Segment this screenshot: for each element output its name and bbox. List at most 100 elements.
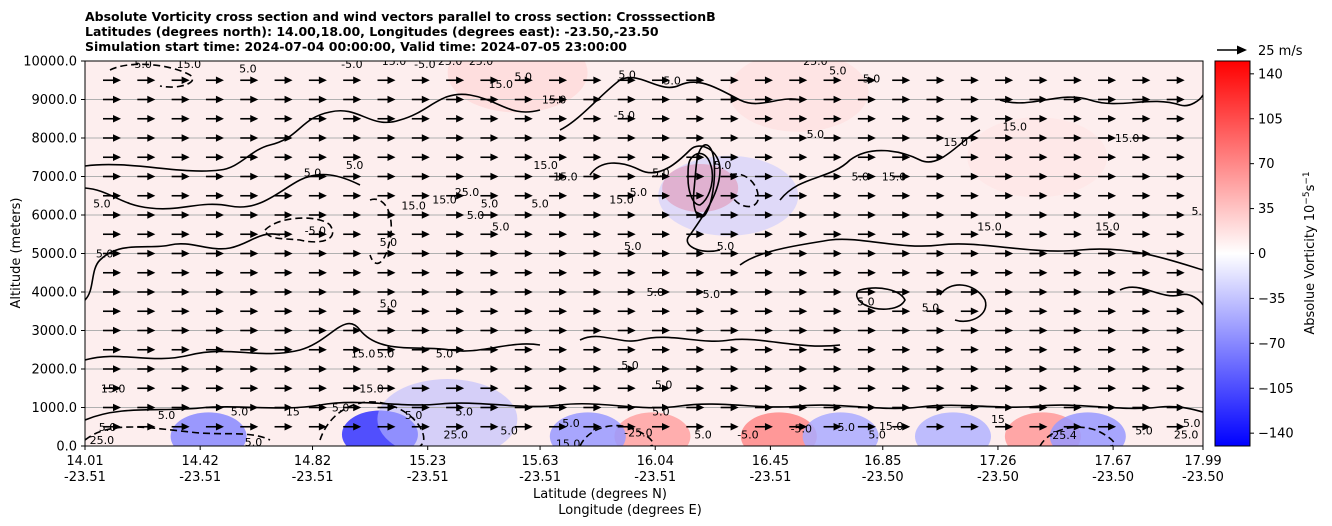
wind-arrowhead: [1073, 76, 1082, 85]
vorticity-patch: [915, 412, 991, 446]
wind-arrowhead: [524, 268, 533, 277]
wind-arrowhead: [215, 422, 224, 431]
wind-arrowhead: [215, 191, 224, 200]
wind-arrowhead: [627, 153, 636, 162]
colorbar-tick-label: 70: [1258, 157, 1275, 172]
wind-arrowhead: [318, 134, 327, 142]
wind-arrowhead: [1005, 191, 1014, 200]
contour-line-negative: [579, 424, 654, 446]
vorticity-patch: [728, 61, 869, 132]
wind-arrowhead: [250, 249, 259, 258]
wind-arrowhead: [1039, 268, 1048, 277]
x-tick-label-lat: 17.67: [1095, 454, 1132, 469]
x-tick-label-lat: 14.42: [182, 454, 219, 469]
wind-arrowhead: [250, 268, 259, 277]
wind-arrowhead: [284, 307, 293, 316]
wind-arrowhead: [1039, 134, 1048, 142]
wind-arrowhead: [902, 307, 911, 316]
wind-arrowhead: [867, 134, 876, 142]
wind-arrowhead: [1142, 422, 1151, 431]
contour-label: 15.0: [1115, 132, 1140, 145]
wind-arrowhead: [1073, 249, 1082, 258]
wind-arrowhead: [1039, 365, 1048, 373]
wind-arrowhead: [250, 403, 259, 412]
wind-arrowhead: [353, 307, 362, 316]
contour-label: 5.0: [245, 436, 263, 449]
wind-arrowhead: [662, 114, 670, 123]
wind-arrowhead: [1005, 307, 1014, 316]
wind-arrowhead: [456, 114, 465, 123]
wind-arrowhead: [559, 422, 568, 431]
wind-arrowhead: [113, 230, 121, 239]
wind-arrowhead: [627, 211, 636, 219]
contour-label: 15.0: [879, 420, 904, 433]
wind-arrowhead: [627, 76, 636, 85]
contour-line-negative: [729, 173, 759, 208]
wind-arrowhead: [353, 365, 362, 373]
wind-arrowhead: [353, 326, 362, 335]
wind-arrowhead: [730, 268, 739, 277]
wind-arrowhead: [1108, 268, 1117, 277]
contour-line: [692, 144, 716, 218]
wind-arrowhead: [387, 345, 396, 354]
wind-arrowhead: [627, 422, 636, 431]
wind-arrowhead: [524, 403, 533, 412]
y-tick-label: 10000.0: [23, 55, 77, 70]
wind-arrowhead: [764, 422, 773, 431]
wind-arrowhead: [318, 422, 327, 431]
wind-arrowhead: [799, 172, 808, 181]
wind-arrowhead: [1039, 249, 1048, 258]
contour-label: 5.0: [380, 236, 398, 249]
wind-arrowhead: [559, 288, 568, 296]
contour-label: 5.0: [514, 70, 532, 83]
wind-arrowhead: [902, 365, 911, 373]
wind-arrowhead: [113, 365, 121, 373]
wind-arrowhead: [1073, 268, 1082, 277]
wind-arrowhead: [284, 172, 293, 181]
wind-arrowhead: [833, 172, 842, 181]
wind-arrowhead: [113, 326, 121, 335]
wind-arrowhead: [833, 326, 842, 335]
contour-line: [85, 233, 281, 301]
wind-arrowhead: [147, 172, 156, 181]
quiver-key-arrowhead: [1237, 45, 1247, 55]
wind-arrowhead: [593, 191, 602, 200]
wind-arrowhead: [353, 76, 362, 85]
wind-arrowhead: [1073, 191, 1082, 200]
wind-arrowhead: [559, 403, 568, 412]
wind-arrowhead: [833, 268, 842, 277]
contour-label: 15.0: [944, 136, 969, 149]
wind-vectors: [103, 76, 1185, 431]
wind-arrowhead: [1108, 211, 1117, 219]
wind-arrowhead: [867, 403, 876, 412]
wind-arrowhead: [1176, 288, 1185, 296]
x-tick-label-lat: 16.85: [864, 454, 901, 469]
wind-arrowhead: [593, 268, 602, 277]
contour-label: 5.0: [158, 409, 176, 422]
wind-arrowhead: [387, 249, 396, 258]
wind-arrowhead: [1005, 249, 1014, 258]
wind-arrowhead: [147, 307, 156, 316]
wind-arrowhead: [970, 403, 979, 412]
wind-arrowhead: [730, 288, 739, 296]
wind-arrowhead: [696, 365, 705, 373]
wind-arrowhead: [181, 191, 190, 200]
wind-arrowhead: [1108, 134, 1117, 142]
wind-arrowhead: [318, 307, 327, 316]
contour-label: 5.0: [703, 288, 721, 301]
wind-arrowhead: [662, 191, 670, 200]
wind-arrowhead: [867, 384, 876, 393]
contour-line: [939, 284, 987, 322]
wind-arrowhead: [215, 114, 224, 123]
wind-arrowhead: [730, 307, 739, 316]
wind-arrowhead: [1039, 384, 1048, 393]
wind-arrowhead: [799, 422, 808, 431]
wind-arrowhead: [559, 345, 568, 354]
wind-arrowhead: [181, 211, 190, 219]
wind-arrowhead: [387, 365, 396, 373]
wind-arrowhead: [970, 172, 979, 181]
wind-arrowhead: [456, 249, 465, 258]
wind-arrowhead: [387, 153, 396, 162]
wind-arrowhead: [1108, 230, 1117, 239]
